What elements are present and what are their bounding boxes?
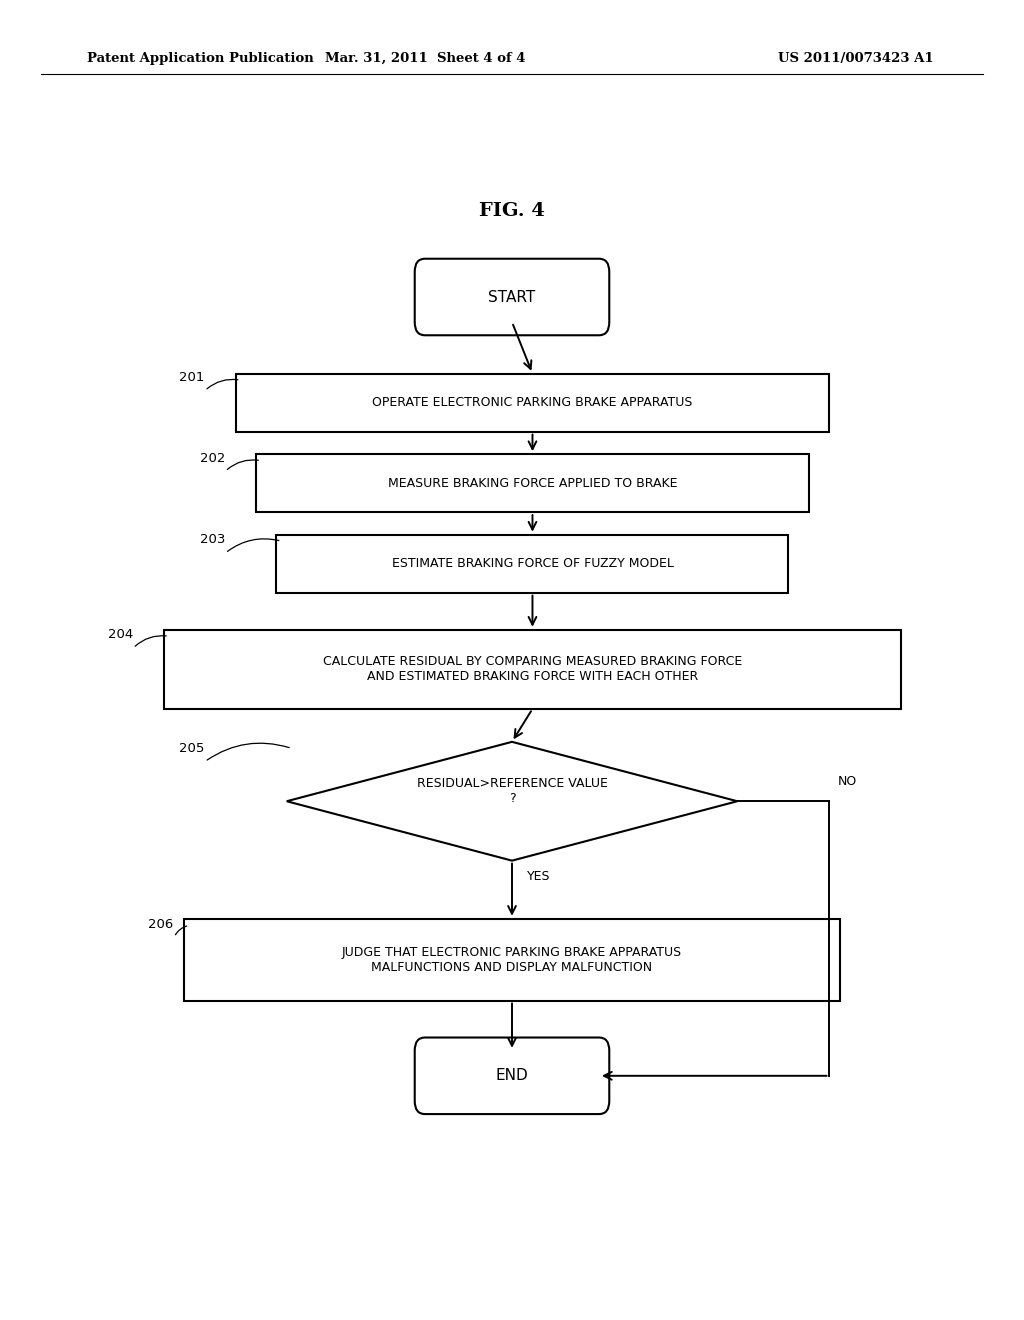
Text: 206: 206 xyxy=(148,917,174,931)
Text: END: END xyxy=(496,1068,528,1084)
Text: CALCULATE RESIDUAL BY COMPARING MEASURED BRAKING FORCE
AND ESTIMATED BRAKING FOR: CALCULATE RESIDUAL BY COMPARING MEASURED… xyxy=(323,655,742,684)
Text: OPERATE ELECTRONIC PARKING BRAKE APPARATUS: OPERATE ELECTRONIC PARKING BRAKE APPARAT… xyxy=(373,396,692,409)
Polygon shape xyxy=(287,742,737,861)
Bar xyxy=(256,454,809,512)
Bar xyxy=(164,630,901,709)
Text: RESIDUAL>REFERENCE VALUE
?: RESIDUAL>REFERENCE VALUE ? xyxy=(417,776,607,805)
Text: 204: 204 xyxy=(108,628,133,642)
Text: 205: 205 xyxy=(179,742,205,755)
Text: JUDGE THAT ELECTRONIC PARKING BRAKE APPARATUS
MALFUNCTIONS AND DISPLAY MALFUNCTI: JUDGE THAT ELECTRONIC PARKING BRAKE APPA… xyxy=(342,945,682,974)
Text: START: START xyxy=(488,289,536,305)
Text: NO: NO xyxy=(838,775,857,788)
Text: ESTIMATE BRAKING FORCE OF FUZZY MODEL: ESTIMATE BRAKING FORCE OF FUZZY MODEL xyxy=(391,557,674,570)
Text: 203: 203 xyxy=(200,533,225,546)
Bar xyxy=(184,919,840,1001)
Text: Patent Application Publication: Patent Application Publication xyxy=(87,51,313,65)
Text: MEASURE BRAKING FORCE APPLIED TO BRAKE: MEASURE BRAKING FORCE APPLIED TO BRAKE xyxy=(388,477,677,490)
Text: Mar. 31, 2011  Sheet 4 of 4: Mar. 31, 2011 Sheet 4 of 4 xyxy=(325,51,525,65)
Text: US 2011/0073423 A1: US 2011/0073423 A1 xyxy=(778,51,934,65)
Text: YES: YES xyxy=(527,870,551,883)
Text: 201: 201 xyxy=(179,371,205,384)
FancyBboxPatch shape xyxy=(415,259,609,335)
Text: 202: 202 xyxy=(200,451,225,465)
Bar xyxy=(276,535,788,593)
Bar xyxy=(236,374,829,432)
Text: FIG. 4: FIG. 4 xyxy=(479,202,545,220)
FancyBboxPatch shape xyxy=(415,1038,609,1114)
